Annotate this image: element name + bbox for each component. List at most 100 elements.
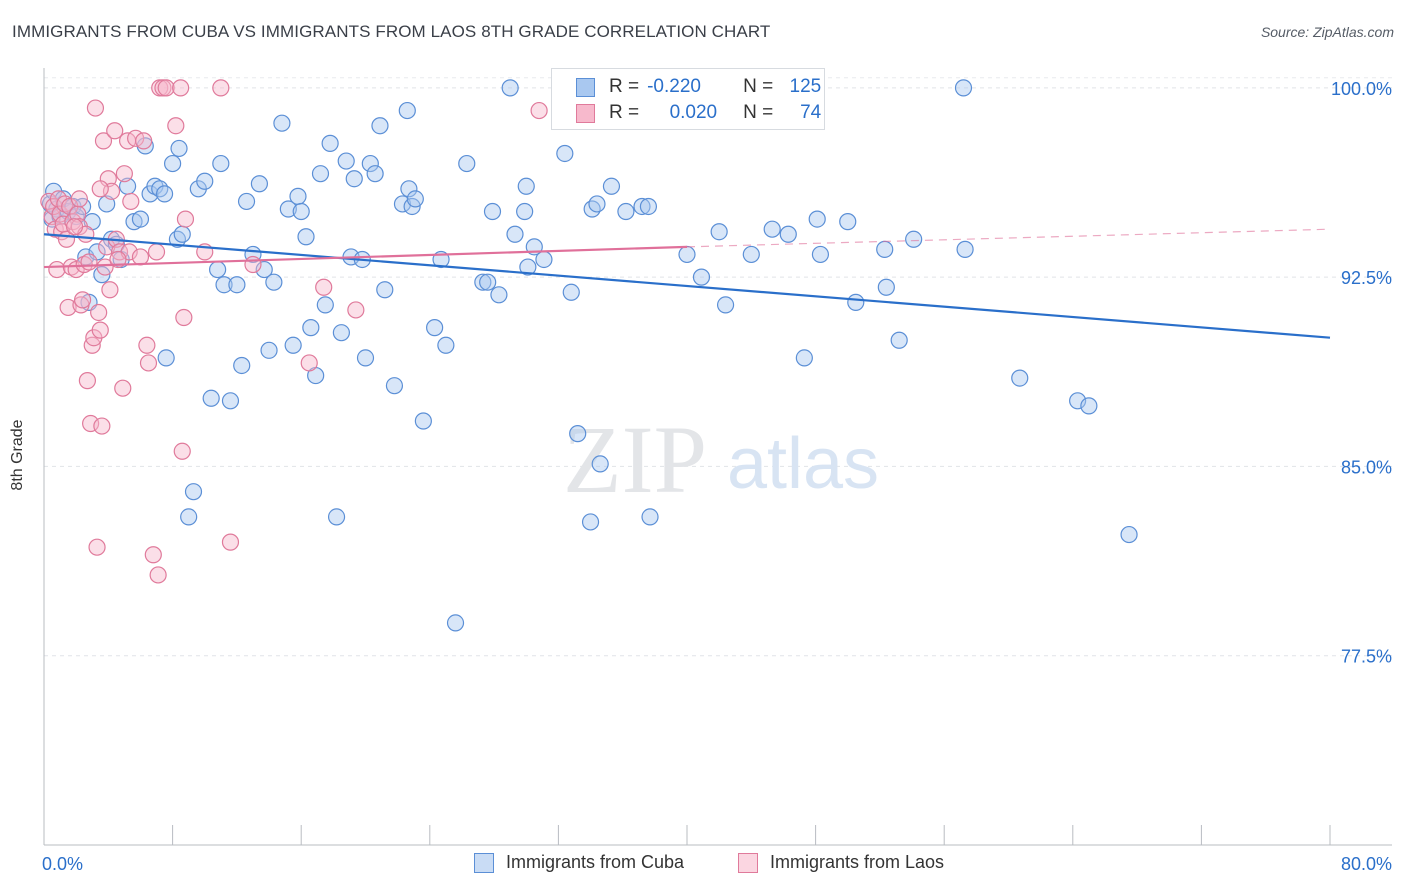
laos-point xyxy=(315,278,333,296)
laos-point xyxy=(86,99,105,117)
laos-point xyxy=(347,301,365,319)
cuba-point xyxy=(602,177,621,195)
x-tick-label: 80.0% xyxy=(1341,854,1392,874)
legend-swatch-laos xyxy=(738,852,758,873)
cuba-point xyxy=(284,336,302,354)
cuba-point xyxy=(633,197,651,216)
cuba-point xyxy=(556,144,574,163)
cuba-point xyxy=(260,341,278,359)
legend-swatch-cuba xyxy=(474,852,494,873)
cuba-point xyxy=(1120,525,1138,544)
cuba-point xyxy=(196,172,214,190)
correlation-legend: R = -0.220 N = 125 R = 0.020 N = 74 xyxy=(551,68,825,130)
legend-n-label: N = xyxy=(743,102,774,123)
legend-item-laos[interactable]: Immigrants from Laos xyxy=(738,852,944,873)
cuba-point xyxy=(289,187,307,205)
cuba-point xyxy=(321,134,339,152)
cuba-point xyxy=(255,260,273,279)
laos-point xyxy=(109,250,127,269)
cuba-point xyxy=(406,190,424,208)
cuba-point xyxy=(639,197,658,216)
cuba-point xyxy=(517,177,535,195)
laos-point xyxy=(173,442,191,460)
cuba-point xyxy=(876,240,894,258)
laos-trend-line xyxy=(43,245,688,269)
laos-point xyxy=(138,336,156,354)
cuba-point xyxy=(155,185,174,203)
cuba-point xyxy=(184,483,203,501)
cuba-point xyxy=(356,349,375,367)
cuba-point xyxy=(426,319,444,337)
cuba-point xyxy=(337,152,355,170)
legend-r-label: R = xyxy=(609,76,640,97)
cuba-point xyxy=(581,513,600,531)
y-axis-label: 8th Grade xyxy=(9,419,26,491)
laos-point xyxy=(135,132,153,150)
laos-point xyxy=(172,79,190,97)
laos-point xyxy=(157,79,175,97)
cuba-point xyxy=(273,114,291,132)
laos-point xyxy=(88,538,106,556)
legend-item-cuba[interactable]: Immigrants from Cuba xyxy=(474,852,684,873)
laos-point xyxy=(69,205,87,223)
cuba-point xyxy=(151,180,169,198)
cuba-point xyxy=(157,349,175,367)
laos-point xyxy=(147,243,166,261)
cuba-point xyxy=(490,286,508,304)
cuba-point xyxy=(479,273,497,291)
legend-label-cuba: Immigrants from Cuba xyxy=(506,852,685,872)
cuba-point xyxy=(808,210,826,228)
cuba-point xyxy=(710,223,728,241)
cuba-point xyxy=(692,268,711,286)
laos-point xyxy=(101,281,119,299)
laos-point xyxy=(167,117,185,135)
cuba-point xyxy=(366,165,384,183)
laos-point xyxy=(90,303,108,322)
cuba-point xyxy=(519,258,537,276)
laos-point xyxy=(144,546,162,564)
cuba-point xyxy=(173,225,191,243)
cuba-point xyxy=(221,392,240,410)
cuba-point xyxy=(131,210,150,228)
cuba-point xyxy=(1069,392,1087,410)
cuba-point xyxy=(237,192,256,211)
cuba-point xyxy=(877,278,895,296)
legend-r-label: R = xyxy=(609,102,640,123)
cuba-point xyxy=(371,117,389,135)
cuba-point xyxy=(332,324,350,342)
cuba-point xyxy=(569,425,587,443)
cuba-trend-line xyxy=(43,233,1331,339)
cuba-point xyxy=(716,296,735,314)
laos-point xyxy=(530,101,548,120)
cuba-point xyxy=(437,336,455,354)
cuba-point xyxy=(414,412,432,430)
cuba-point xyxy=(345,170,363,188)
laos-point xyxy=(91,180,109,198)
series-cuba-points xyxy=(41,79,1138,632)
source-label: Source: ZipAtlas.com xyxy=(1260,24,1394,40)
laos-point xyxy=(212,79,230,97)
legend-swatch-cuba xyxy=(576,77,595,97)
cuba-point xyxy=(168,230,187,248)
cuba-point xyxy=(376,281,394,299)
cuba-point xyxy=(327,508,346,526)
legend-swatch-laos xyxy=(576,103,595,123)
cuba-point xyxy=(839,213,857,231)
cuba-point xyxy=(361,154,379,173)
cuba-point xyxy=(393,195,412,213)
laos-point xyxy=(70,190,88,208)
cuba-point xyxy=(279,200,297,218)
trend-lines xyxy=(43,228,1331,339)
laos-point xyxy=(59,298,77,317)
cuba-point xyxy=(641,508,659,526)
cuba-point xyxy=(779,225,797,243)
laos-point xyxy=(149,566,167,584)
y-tick-label: 92.5% xyxy=(1341,268,1392,288)
laos-trend-extension xyxy=(686,228,1331,248)
legend-r-value-cuba: -0.220 xyxy=(647,76,701,97)
laos-point xyxy=(175,308,193,327)
cuba-point xyxy=(811,245,830,264)
cuba-point xyxy=(501,79,519,97)
cuba-point xyxy=(302,319,320,337)
